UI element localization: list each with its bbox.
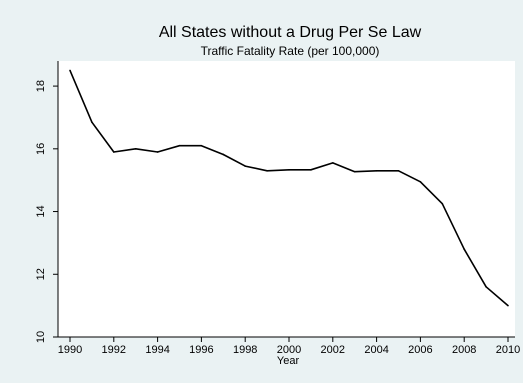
x-tick-label: 1992 — [102, 344, 126, 356]
data-point — [332, 162, 334, 164]
data-point — [91, 121, 93, 123]
data-point — [310, 169, 312, 171]
y-tick-label: 12 — [35, 268, 47, 280]
data-point — [463, 248, 466, 250]
y-tick-label: 16 — [35, 143, 47, 155]
data-point — [375, 169, 378, 172]
chart-title: All States without a Drug Per Se Law — [159, 24, 422, 41]
data-point — [419, 180, 422, 183]
y-tick-label: 18 — [35, 80, 47, 92]
data-point — [69, 69, 71, 72]
data-point — [113, 151, 115, 153]
x-tick-label: 2008 — [452, 344, 476, 356]
chart-subtitle: Traffic Fatality Rate (per 100,000) — [201, 44, 380, 58]
data-point — [507, 304, 509, 307]
x-tick-label: 2002 — [321, 344, 345, 356]
x-tick-label: 1990 — [58, 344, 82, 356]
data-point — [156, 151, 159, 153]
x-tick-label: 2000 — [277, 344, 301, 356]
y-tick-label: 14 — [35, 205, 47, 217]
data-point — [353, 170, 356, 173]
x-tick-label: 1998 — [233, 344, 257, 356]
x-tick-label: 1994 — [145, 344, 169, 356]
x-axis-ticks: 1990 1992 1994 1996 1998 2000 2002 2004 2006 2008… — [58, 337, 520, 356]
data-point — [134, 148, 137, 150]
y-tick-label: 10 — [35, 331, 47, 343]
x-axis-label: Year — [277, 355, 300, 367]
plot-area — [58, 61, 515, 337]
y-axis-ticks: 10 12 14 16 18 — [35, 80, 58, 343]
x-tick-label: 2006 — [408, 344, 432, 356]
data-point — [397, 169, 400, 172]
x-tick-label: 1996 — [189, 344, 213, 356]
series-points — [69, 69, 509, 307]
data-point — [485, 286, 487, 288]
data-point — [441, 202, 444, 205]
x-tick-label: 2010 — [496, 344, 520, 356]
data-point — [178, 144, 181, 147]
x-tick-label: 2004 — [364, 344, 388, 356]
data-point — [266, 169, 268, 172]
data-point — [222, 153, 225, 156]
data-point — [244, 165, 246, 167]
data-point — [288, 169, 290, 171]
data-point — [200, 144, 203, 147]
